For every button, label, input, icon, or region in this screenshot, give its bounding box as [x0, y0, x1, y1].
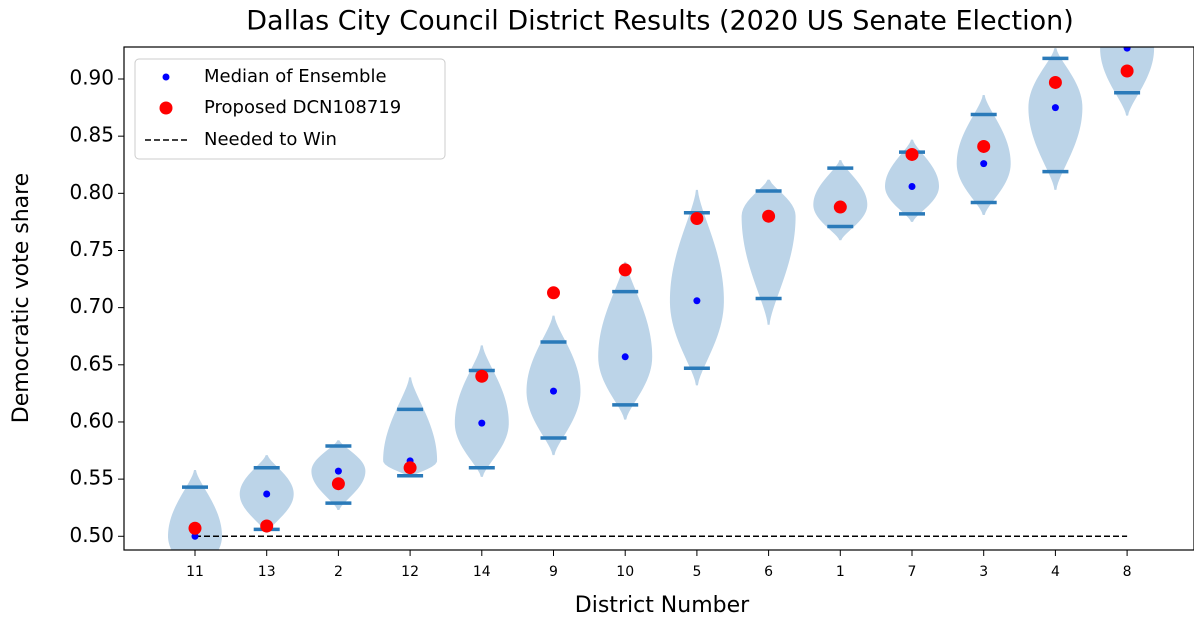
x-tick-label: 10: [616, 564, 634, 580]
legend-box: [134, 58, 446, 160]
legend-label: Median of Ensemble: [204, 66, 387, 87]
proposed-dot: [475, 369, 489, 383]
median-dot: [1123, 47, 1131, 52]
legend-marker: [159, 101, 173, 115]
violin: [741, 179, 796, 325]
legend-label: Needed to Win: [204, 129, 337, 150]
y-tick-label: 0.60: [69, 408, 114, 432]
y-tick-label: 0.65: [69, 351, 114, 375]
proposed-dot: [618, 263, 632, 277]
proposed-dot: [260, 519, 274, 533]
proposed-dot: [547, 286, 560, 300]
y-axis-label: Democratic vote share: [9, 173, 34, 423]
median-dot: [263, 490, 271, 498]
proposed-dot: [905, 147, 919, 161]
violin: [813, 160, 868, 241]
proposed-dot: [1048, 75, 1062, 89]
y-tick-label: 0.75: [69, 237, 114, 261]
violin: [956, 95, 1011, 216]
median-dot: [908, 182, 916, 190]
proposed-dot: [188, 521, 202, 535]
y-tick-label: 0.50: [69, 523, 114, 547]
violin: [885, 139, 939, 222]
violin: [454, 345, 509, 477]
x-tick-label: 8: [1123, 564, 1132, 580]
median-dot: [550, 387, 557, 395]
plot-area: [168, 47, 1155, 550]
proposed-dot: [331, 477, 345, 491]
y-tick-label: 0.70: [69, 294, 114, 318]
proposed-dot: [833, 200, 847, 214]
plot-frame: [123, 46, 1194, 551]
x-tick-label: 11: [186, 564, 204, 580]
x-tick-label: 12: [401, 564, 419, 580]
violin: [311, 440, 366, 510]
x-tick-label: 3: [979, 564, 988, 580]
proposed-dot: [1120, 64, 1134, 78]
x-tick-label: 5: [692, 564, 701, 580]
x-tick-label: 7: [908, 564, 917, 580]
median-dot: [693, 297, 701, 305]
chart-title: Dallas City Council District Results (20…: [246, 6, 1073, 37]
x-tick-label: 9: [549, 564, 558, 580]
median-dot: [1051, 104, 1059, 112]
violin: [1028, 48, 1083, 190]
x-tick-label: 6: [764, 564, 773, 580]
median-dot: [980, 160, 988, 168]
violin: [598, 261, 653, 420]
x-tick-label: 2: [334, 564, 343, 580]
x-tick-label: 4: [1051, 564, 1060, 580]
median-dot: [621, 353, 629, 361]
y-tick-label: 0.80: [69, 180, 114, 204]
median-dot: [334, 467, 342, 475]
proposed-dot: [690, 211, 704, 225]
x-tick-label: 13: [258, 564, 276, 580]
proposed-dot: [762, 209, 776, 223]
violin: [526, 315, 581, 456]
violin: [383, 377, 438, 477]
violin: [1100, 47, 1155, 116]
violin: [168, 469, 222, 550]
legend-marker: [162, 73, 170, 81]
y-tick-label: 0.85: [69, 123, 114, 147]
proposed-dot: [977, 139, 991, 153]
legend-label: Proposed DCN108719: [204, 97, 401, 118]
y-tick-label: 0.90: [69, 66, 114, 90]
proposed-dot: [403, 461, 417, 475]
y-tick-label: 0.55: [69, 466, 114, 490]
violin: [669, 189, 724, 386]
x-axis-label: District Number: [575, 593, 750, 618]
median-dot: [478, 419, 486, 427]
x-tick-label: 14: [473, 564, 491, 580]
x-tick-label: 1: [836, 564, 845, 580]
